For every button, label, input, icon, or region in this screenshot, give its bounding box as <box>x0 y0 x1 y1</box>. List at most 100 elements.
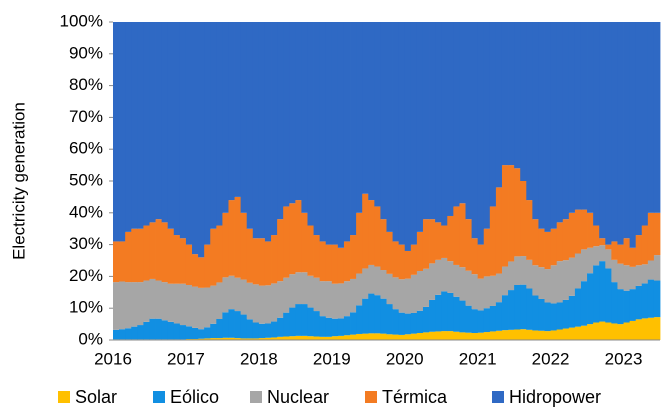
bar-segment <box>137 228 144 283</box>
bar-segment <box>611 259 618 283</box>
bar-segment <box>319 336 327 340</box>
bar-segment <box>392 22 400 242</box>
bar-segment <box>635 265 643 286</box>
x-tick-label: 2016 <box>94 349 132 368</box>
bar-segment <box>337 335 345 340</box>
bar-segment <box>331 22 339 245</box>
x-tick-label: 2017 <box>167 349 205 368</box>
bar-segment <box>556 261 564 303</box>
bar-segment <box>465 219 472 271</box>
bar-segment <box>495 302 503 331</box>
bar-segment <box>179 283 187 326</box>
bar-segment <box>623 22 631 239</box>
bar-segment <box>374 333 381 340</box>
bar-segment <box>198 338 205 340</box>
legend-label: Hidropower <box>509 387 601 407</box>
bar-segment <box>422 268 430 307</box>
x-tick-label: 2018 <box>240 349 278 368</box>
bar-segment <box>447 331 454 340</box>
bar-segment <box>556 329 564 340</box>
bar-segment <box>556 222 564 262</box>
bar-segment <box>301 22 308 213</box>
legend-swatch <box>250 391 262 403</box>
bar-segment <box>538 22 545 229</box>
bar-segment <box>623 265 631 291</box>
bar-segment <box>514 168 521 257</box>
bar-segment <box>495 330 503 340</box>
bar-segment <box>501 266 509 296</box>
y-tick-label: 10% <box>69 298 103 317</box>
bar-segment <box>489 331 497 340</box>
bar-segment <box>477 22 485 245</box>
bar-segment <box>429 331 436 340</box>
bar-segment <box>368 200 375 265</box>
bar-segment <box>271 321 278 338</box>
bar-segment <box>119 22 126 242</box>
bar-segment <box>447 292 454 332</box>
bar-segment <box>459 332 466 340</box>
bar-segment <box>550 265 558 304</box>
bar-segment <box>149 22 156 223</box>
bar-segment <box>228 309 235 338</box>
legend-label: Térmica <box>382 387 448 407</box>
bar-segment <box>149 318 156 340</box>
bar-segment <box>149 278 156 319</box>
bar-segment <box>240 279 248 315</box>
bar-segment <box>271 235 278 284</box>
y-tick-label: 80% <box>69 75 103 94</box>
bar-segment <box>422 219 430 269</box>
bar-segment <box>313 22 321 236</box>
bar-segment <box>453 264 460 297</box>
y-tick-label: 0% <box>78 329 103 348</box>
bar-segment <box>222 277 229 313</box>
bar-segment <box>647 279 655 318</box>
bar-segment <box>277 281 284 318</box>
bar-segment <box>489 275 497 306</box>
bar-segment <box>258 22 266 239</box>
bar-segment <box>277 317 284 337</box>
bar-segment <box>441 291 448 332</box>
bar-segment <box>580 209 588 250</box>
bar-segment <box>161 320 169 340</box>
bar-segment <box>495 273 503 303</box>
bar-segment <box>617 244 624 264</box>
bar-segment <box>264 241 272 286</box>
bar-segment <box>508 290 515 330</box>
bar-segment <box>580 249 588 282</box>
bar-segment <box>495 187 503 274</box>
bar-segment <box>429 263 436 300</box>
bar-segment <box>173 22 181 236</box>
bar-segment <box>343 281 351 317</box>
bar-segment <box>277 219 284 282</box>
bar-segment <box>410 312 418 334</box>
bar-segment <box>429 22 436 220</box>
bar-segment <box>137 325 144 340</box>
bar-segment <box>459 203 466 268</box>
bar-segment <box>356 22 363 213</box>
bar-segment <box>210 22 217 229</box>
bar-segment <box>635 235 643 266</box>
bar-segment <box>331 283 339 319</box>
bar-segment <box>629 289 637 321</box>
bar-segment <box>593 246 600 266</box>
bar-segment <box>435 22 442 223</box>
bar-segment <box>283 312 290 337</box>
bar-segment <box>617 289 624 325</box>
bar-segment <box>137 22 144 229</box>
bar-segment <box>593 265 600 323</box>
bar-segment <box>635 285 643 320</box>
bar-segment <box>526 329 533 340</box>
bar-segment <box>574 22 582 210</box>
bar-segment <box>501 22 509 166</box>
bar-segment <box>234 196 242 278</box>
bar-segment <box>295 272 302 305</box>
bar-segment <box>629 320 637 340</box>
bar-segment <box>404 22 412 251</box>
bar-segment <box>228 275 235 310</box>
bar-segment <box>404 250 412 279</box>
bar-segment <box>459 22 466 204</box>
bar-segment <box>137 282 144 326</box>
bar-segment <box>252 338 260 340</box>
bar-segment <box>526 288 533 330</box>
bar-segment <box>653 317 661 340</box>
